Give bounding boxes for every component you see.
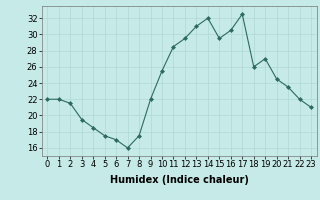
X-axis label: Humidex (Indice chaleur): Humidex (Indice chaleur) [110, 175, 249, 185]
